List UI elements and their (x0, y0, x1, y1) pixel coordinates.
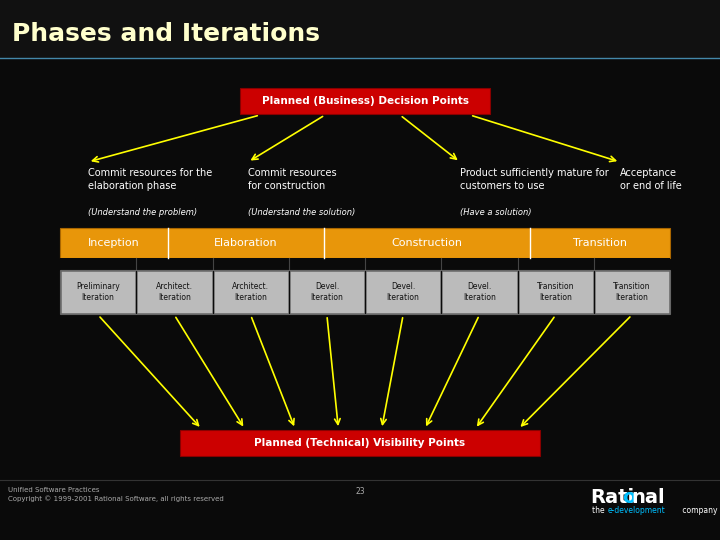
Text: Copyright © 1999-2001 Rational Software, all rights reserved: Copyright © 1999-2001 Rational Software,… (8, 495, 224, 502)
Text: company: company (680, 506, 718, 515)
Text: nal: nal (631, 488, 665, 507)
Text: Devel.
Iteration: Devel. Iteration (310, 282, 343, 302)
Text: Planned (Technical) Visibility Points: Planned (Technical) Visibility Points (254, 438, 466, 448)
Bar (61, 271, 135, 313)
Bar (442, 271, 516, 313)
Bar (366, 271, 440, 313)
Text: o: o (622, 488, 636, 507)
Text: (Have a solution): (Have a solution) (460, 208, 531, 217)
Text: Inception: Inception (88, 238, 140, 248)
Bar (138, 271, 212, 313)
Bar (595, 271, 669, 313)
Text: 23: 23 (355, 487, 365, 496)
Text: Transition: Transition (573, 238, 627, 248)
Text: Architect.
Iteration: Architect. Iteration (156, 282, 193, 302)
Text: Construction: Construction (392, 238, 462, 248)
Bar (0, 0, 720, 58)
Text: Architect.
Iteration: Architect. Iteration (232, 282, 269, 302)
Text: the: the (592, 506, 607, 515)
Bar (214, 271, 288, 313)
Bar (60, 228, 670, 258)
Text: e-development: e-development (608, 506, 666, 515)
Bar (60, 270, 670, 314)
Text: Product sufficiently mature for
customers to use: Product sufficiently mature for customer… (460, 168, 608, 191)
Text: Preliminary
Iteration: Preliminary Iteration (76, 282, 120, 302)
Text: (Understand the solution): (Understand the solution) (248, 208, 355, 217)
Text: Unified Software Practices: Unified Software Practices (8, 487, 99, 493)
Text: Commit resources for the
elaboration phase: Commit resources for the elaboration pha… (88, 168, 212, 191)
Text: (Understand the problem): (Understand the problem) (88, 208, 197, 217)
Text: Transition
Iteration: Transition Iteration (613, 282, 651, 302)
Text: Devel.
Iteration: Devel. Iteration (387, 282, 420, 302)
Bar (240, 88, 490, 114)
Text: Acceptance
or end of life: Acceptance or end of life (620, 168, 682, 191)
Text: Planned (Business) Decision Points: Planned (Business) Decision Points (261, 96, 469, 106)
Text: Transition
Iteration: Transition Iteration (537, 282, 575, 302)
Text: Phases and Iterations: Phases and Iterations (12, 22, 320, 46)
Bar (60, 258, 670, 270)
Text: Elaboration: Elaboration (214, 238, 278, 248)
Text: Commit resources
for construction: Commit resources for construction (248, 168, 337, 191)
Text: Devel.
Iteration: Devel. Iteration (463, 282, 496, 302)
Bar (518, 271, 593, 313)
Bar (289, 271, 364, 313)
Bar (180, 430, 540, 456)
Text: Rati: Rati (590, 488, 634, 507)
